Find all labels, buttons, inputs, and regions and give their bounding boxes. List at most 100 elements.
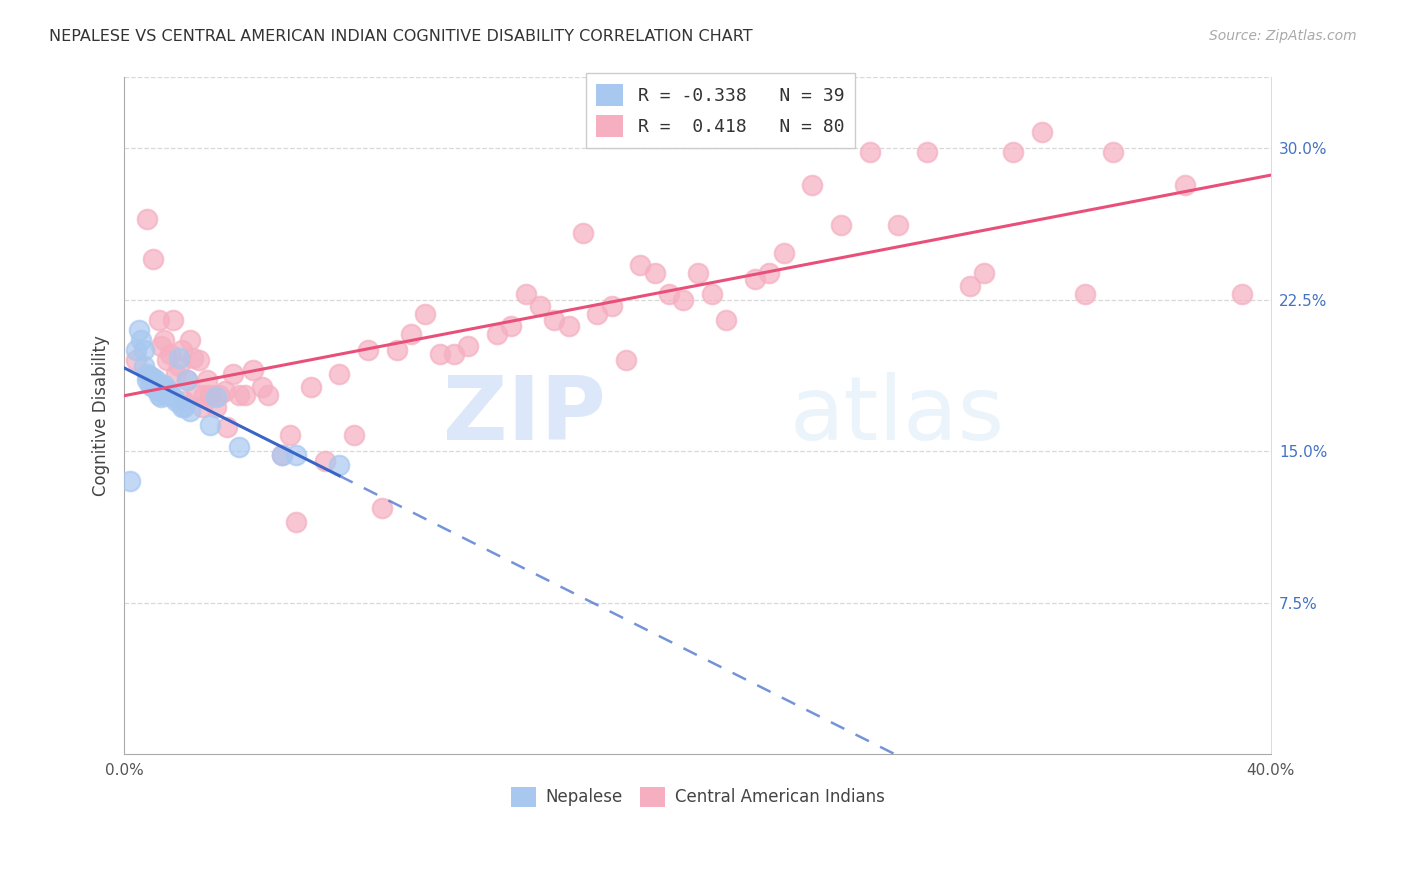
Point — [959, 278, 981, 293]
Y-axis label: Cognitive Disability: Cognitive Disability — [93, 335, 110, 496]
Point — [131, 333, 153, 347]
Point — [153, 377, 176, 392]
Point — [716, 313, 738, 327]
Text: ZIP: ZIP — [443, 372, 606, 459]
Point — [148, 384, 170, 398]
Point — [228, 440, 250, 454]
Point — [148, 313, 170, 327]
Point — [501, 318, 523, 333]
Point — [156, 382, 179, 396]
Point — [159, 385, 181, 400]
Point — [205, 390, 228, 404]
Point — [1031, 125, 1053, 139]
Point — [125, 343, 148, 358]
Text: Source: ZipAtlas.com: Source: ZipAtlas.com — [1209, 29, 1357, 43]
Point — [672, 293, 695, 307]
Point — [173, 400, 195, 414]
Point — [208, 387, 231, 401]
Point — [858, 145, 880, 160]
Point — [887, 218, 910, 232]
Point — [217, 420, 239, 434]
Point — [543, 313, 565, 327]
Point — [167, 351, 190, 366]
Point — [572, 226, 595, 240]
Point — [270, 448, 292, 462]
Point — [700, 286, 723, 301]
Point — [285, 515, 308, 529]
Point — [162, 390, 184, 404]
Point — [148, 387, 170, 401]
Point — [214, 384, 236, 398]
Point — [150, 339, 173, 353]
Point — [156, 353, 179, 368]
Point — [167, 359, 190, 374]
Point — [342, 428, 364, 442]
Point — [485, 326, 508, 341]
Point — [150, 379, 173, 393]
Point — [233, 387, 256, 401]
Point — [205, 400, 228, 414]
Point — [328, 368, 350, 382]
Point — [270, 448, 292, 462]
Text: atlas: atlas — [789, 372, 1004, 459]
Point — [159, 347, 181, 361]
Point — [1174, 178, 1197, 192]
Point — [222, 368, 245, 382]
Point — [165, 393, 187, 408]
Point — [973, 267, 995, 281]
Point — [399, 326, 422, 341]
Point — [644, 267, 666, 281]
Point — [156, 387, 179, 401]
Point — [193, 387, 215, 401]
Point — [181, 351, 204, 366]
Point — [118, 475, 141, 489]
Point — [139, 377, 162, 392]
Point — [801, 178, 824, 192]
Point — [176, 374, 198, 388]
Point — [200, 387, 222, 401]
Point — [190, 400, 212, 414]
Point — [628, 258, 651, 272]
Point — [830, 218, 852, 232]
Point — [195, 374, 218, 388]
Point — [173, 393, 195, 408]
Point — [515, 286, 537, 301]
Point — [280, 428, 302, 442]
Point — [915, 145, 938, 160]
Point — [328, 458, 350, 473]
Point — [443, 347, 465, 361]
Point — [170, 343, 193, 358]
Point — [136, 211, 159, 226]
Point — [1102, 145, 1125, 160]
Point — [145, 382, 167, 396]
Point — [429, 347, 451, 361]
Point — [136, 374, 159, 388]
Point — [1073, 286, 1095, 301]
Point — [1232, 286, 1254, 301]
Point — [145, 377, 167, 392]
Point — [200, 417, 222, 432]
Point — [142, 371, 165, 385]
Point — [357, 343, 380, 358]
Point — [385, 343, 408, 358]
Point — [128, 323, 150, 337]
Point — [153, 385, 176, 400]
Point — [134, 359, 156, 374]
Point — [179, 333, 201, 347]
Point — [658, 286, 681, 301]
Point — [145, 374, 167, 388]
Point — [256, 387, 278, 401]
Point — [162, 313, 184, 327]
Point — [457, 339, 479, 353]
Point — [1001, 145, 1024, 160]
Point — [314, 454, 336, 468]
Point — [250, 379, 273, 393]
Point — [148, 379, 170, 393]
Point — [371, 500, 394, 515]
Point — [176, 374, 198, 388]
Point — [142, 252, 165, 267]
Point — [557, 318, 579, 333]
Point — [142, 377, 165, 392]
Point — [139, 369, 162, 384]
Point — [187, 353, 209, 368]
